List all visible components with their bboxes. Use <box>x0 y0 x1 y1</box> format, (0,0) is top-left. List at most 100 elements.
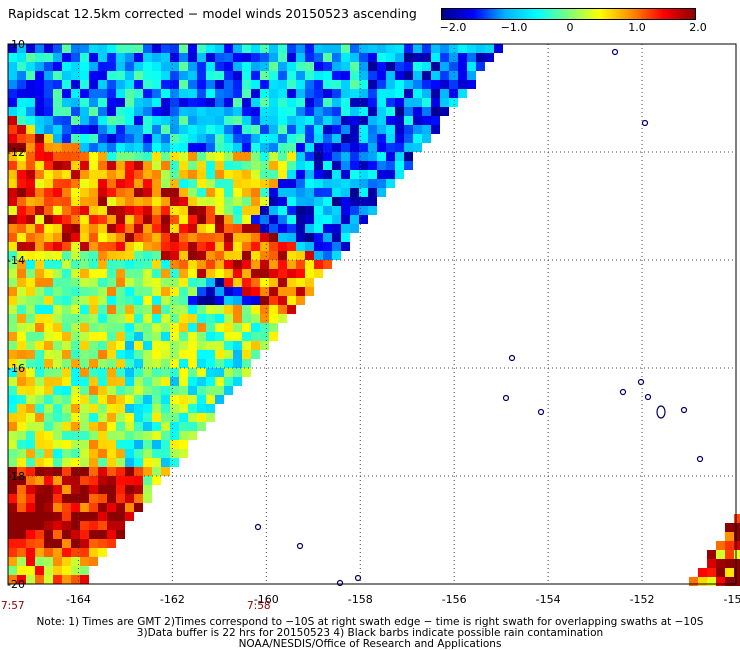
wind-cell <box>170 53 179 62</box>
wind-cell <box>44 485 53 494</box>
wind-cell <box>269 287 278 296</box>
wind-cell <box>314 188 323 197</box>
wind-cell <box>377 134 386 143</box>
wind-cell <box>431 107 440 116</box>
wind-cell <box>161 71 170 80</box>
wind-cell <box>188 89 197 98</box>
wind-cell <box>80 485 89 494</box>
wind-cell <box>161 404 170 413</box>
wind-cell <box>197 278 206 287</box>
wind-cell <box>278 107 287 116</box>
wind-cell <box>35 44 44 53</box>
wind-cell <box>269 143 278 152</box>
wind-cell <box>224 152 233 161</box>
wind-cell <box>161 206 170 215</box>
wind-cell <box>242 251 251 260</box>
wind-cell <box>116 107 125 116</box>
wind-cell <box>260 179 269 188</box>
wind-cell <box>431 62 440 71</box>
wind-cell <box>161 449 170 458</box>
wind-cell <box>107 314 116 323</box>
wind-cell <box>62 44 71 53</box>
wind-cell <box>224 359 233 368</box>
wind-cell <box>368 188 377 197</box>
wind-cell <box>125 44 134 53</box>
wind-cell <box>260 53 269 62</box>
wind-cell <box>215 125 224 134</box>
wind-cell <box>215 53 224 62</box>
island-outline <box>296 542 304 550</box>
wind-cell <box>125 431 134 440</box>
wind-cell <box>116 251 125 260</box>
wind-cell <box>359 116 368 125</box>
wind-cell <box>107 260 116 269</box>
wind-cell <box>53 134 62 143</box>
wind-cell <box>107 98 116 107</box>
wind-cell <box>179 197 188 206</box>
wind-cell <box>152 107 161 116</box>
wind-cell <box>62 260 71 269</box>
wind-cell <box>80 179 89 188</box>
wind-cell <box>278 278 287 287</box>
wind-cell <box>89 152 98 161</box>
wind-cell <box>431 125 440 134</box>
wind-cell <box>323 242 332 251</box>
wind-cell <box>170 422 179 431</box>
wind-cell <box>26 161 35 170</box>
wind-cell <box>26 557 35 566</box>
wind-cell <box>98 314 107 323</box>
wind-cell <box>350 89 359 98</box>
wind-cell <box>197 143 206 152</box>
wind-cell <box>8 530 17 539</box>
wind-cell <box>404 98 413 107</box>
wind-cell <box>89 260 98 269</box>
wind-cell <box>8 413 17 422</box>
wind-cell <box>53 260 62 269</box>
wind-cell <box>35 134 44 143</box>
wind-cell <box>395 62 404 71</box>
wind-cell <box>71 296 80 305</box>
wind-cell <box>323 206 332 215</box>
wind-cell <box>107 125 116 134</box>
wind-cell <box>152 431 161 440</box>
wind-cell <box>98 503 107 512</box>
wind-cell <box>332 224 341 233</box>
wind-cell <box>71 62 80 71</box>
wind-cell <box>98 62 107 71</box>
wind-cell <box>431 53 440 62</box>
wind-cell <box>161 143 170 152</box>
wind-cell <box>116 98 125 107</box>
wind-cell <box>161 296 170 305</box>
wind-cell <box>296 197 305 206</box>
island-outline <box>656 405 666 419</box>
wind-cell <box>98 305 107 314</box>
wind-cell <box>716 550 725 559</box>
wind-cell <box>233 170 242 179</box>
lon-tick-label: -158 <box>348 593 373 606</box>
wind-cell <box>143 359 152 368</box>
wind-cell <box>35 152 44 161</box>
wind-cell <box>197 314 206 323</box>
wind-cell <box>17 44 26 53</box>
wind-cell <box>242 368 251 377</box>
wind-cell <box>80 197 89 206</box>
wind-cell <box>98 413 107 422</box>
wind-cell <box>314 71 323 80</box>
wind-cell <box>143 386 152 395</box>
wind-cell <box>170 179 179 188</box>
wind-cell <box>215 359 224 368</box>
wind-cell <box>197 215 206 224</box>
wind-cell <box>44 62 53 71</box>
wind-cell <box>53 197 62 206</box>
wind-cell <box>206 332 215 341</box>
wind-cell <box>89 503 98 512</box>
wind-cell <box>80 386 89 395</box>
wind-cell <box>188 332 197 341</box>
wind-cell <box>305 134 314 143</box>
wind-cell <box>26 224 35 233</box>
wind-cell <box>107 179 116 188</box>
wind-cell <box>332 242 341 251</box>
wind-cell <box>152 134 161 143</box>
wind-cell <box>80 215 89 224</box>
wind-cell <box>215 206 224 215</box>
